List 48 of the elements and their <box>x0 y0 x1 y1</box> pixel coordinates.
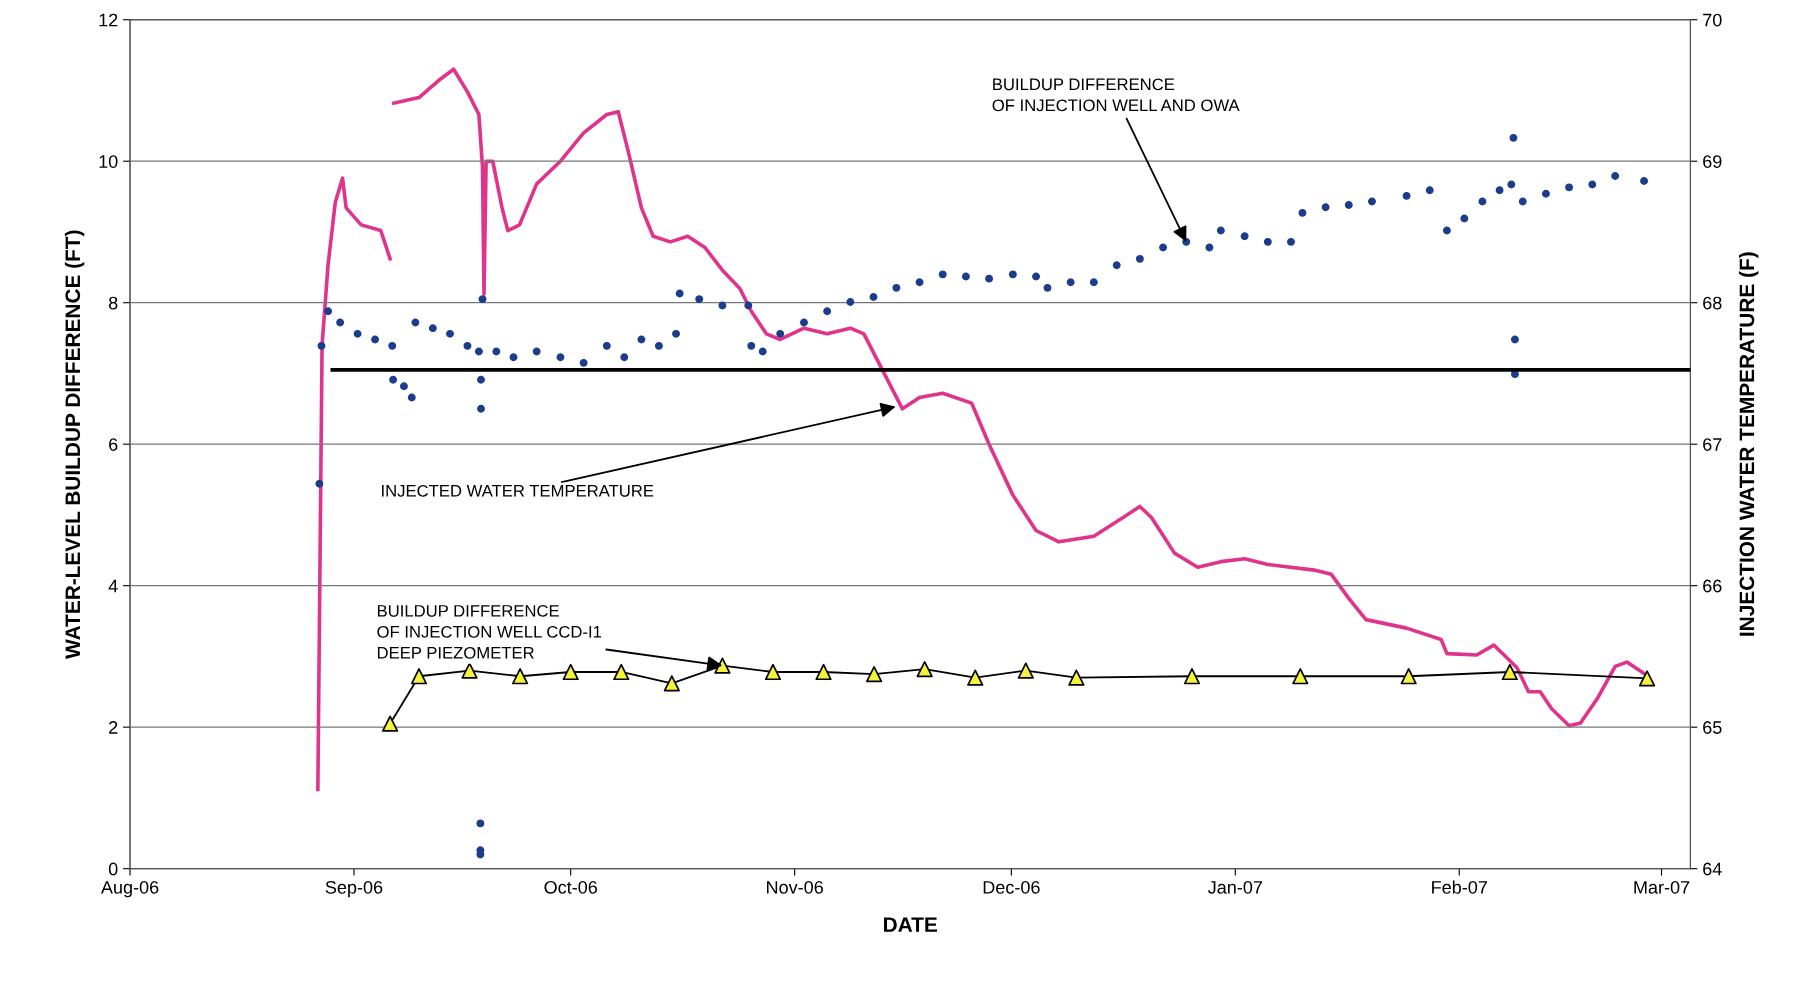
y2-tick-label: 67 <box>1703 438 1722 451</box>
y-tick-label: 8 <box>108 296 118 310</box>
point <box>764 663 782 681</box>
point <box>815 663 832 681</box>
point <box>381 715 399 732</box>
x-tick-label: Jan-07 <box>1207 880 1262 894</box>
point <box>1292 668 1309 685</box>
y2-tick-label: 70 <box>1703 13 1722 27</box>
y-tick-label: 2 <box>109 721 118 734</box>
point <box>1183 668 1201 685</box>
point <box>663 675 680 692</box>
x-tick-label: Nov-06 <box>767 880 823 894</box>
point <box>714 657 731 674</box>
point <box>1501 663 1518 681</box>
y2-tick-label: 66 <box>1703 579 1722 593</box>
y2-tick-label: 69 <box>1703 155 1722 168</box>
point <box>1638 670 1656 687</box>
y2-tick-label: 65 <box>1703 721 1722 734</box>
x-axis-title: DATE <box>884 917 937 932</box>
point <box>410 668 428 685</box>
point <box>461 662 478 679</box>
x-tick-label: Oct-06 <box>544 880 597 894</box>
x-tick-label: Mar-07 <box>1634 880 1690 894</box>
y2-tick-label: 68 <box>1703 296 1722 310</box>
x-tick-label: Sep-06 <box>325 880 383 898</box>
y2-tick-label: 64 <box>1703 862 1722 876</box>
point <box>613 663 630 681</box>
y-tick-label: 0 <box>108 862 118 876</box>
point <box>865 665 883 683</box>
annotation: BUILDUP DIFFERENCE OF INJECTION WELL AND OWA <box>992 78 1240 112</box>
y2-axis-title: INJECTION WATER TEMPERATURE (F) <box>1738 252 1759 636</box>
point <box>967 669 984 686</box>
point <box>562 663 579 681</box>
y-tick-label: 10 <box>99 155 118 168</box>
point <box>1017 662 1034 679</box>
y-tick-label: 6 <box>109 438 118 451</box>
x-tick-label: Dec-06 <box>983 880 1040 894</box>
annotation: BUILDUP DIFFERENCE OF INJECTION WELL CCD-I1 DEEP PIEZOMETER <box>377 604 602 659</box>
x-tick-label: Aug-06 <box>100 880 159 898</box>
point <box>512 668 529 685</box>
point <box>916 661 933 678</box>
point <box>1400 668 1417 685</box>
y-tick-label: 12 <box>99 13 118 27</box>
x-tick-label: Feb-07 <box>1432 880 1487 894</box>
point <box>1068 669 1085 686</box>
y-tick-label: 4 <box>108 579 118 593</box>
y-axis-title: WATER-LEVEL BUILDUP DIFFERENCE (FT) <box>64 230 85 659</box>
annotation: INJECTED WATER TEMPERATURE <box>382 484 654 497</box>
